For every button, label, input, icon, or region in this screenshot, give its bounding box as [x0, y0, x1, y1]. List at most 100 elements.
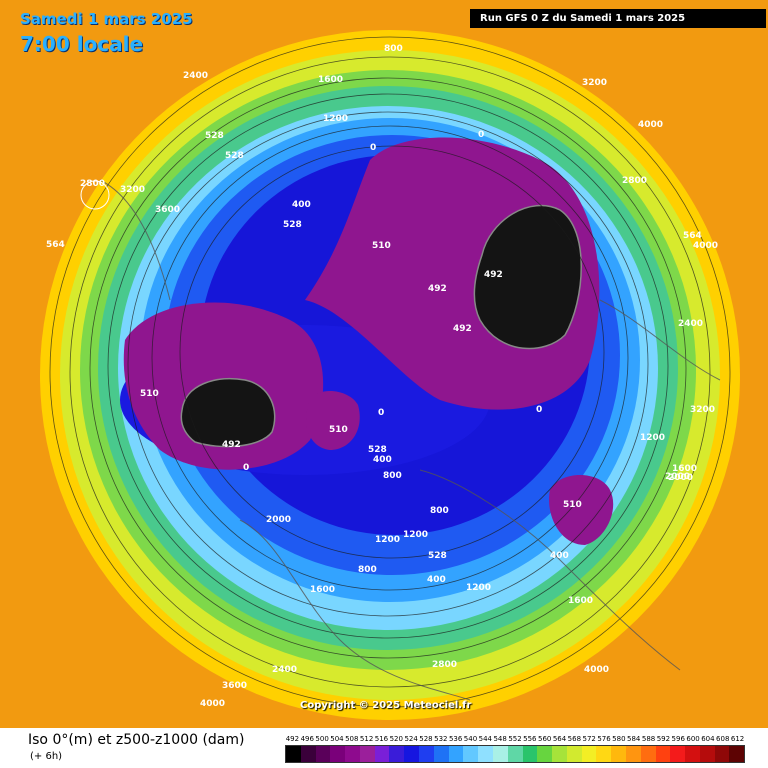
iso-label: 4000: [200, 699, 225, 709]
low-label: 492: [484, 270, 503, 280]
iso-label: 0: [536, 405, 542, 415]
legend-swatch: [640, 746, 656, 762]
legend-scale-label: 576: [597, 735, 611, 743]
legend-swatch: [596, 746, 612, 762]
legend-scale-label: 496: [300, 735, 314, 743]
iso-label: 400: [373, 455, 392, 465]
iso-label: 0: [370, 143, 376, 153]
iso-label: 400: [550, 551, 569, 561]
legend-scale-label: 588: [641, 735, 656, 743]
legend-swatch: [433, 746, 449, 762]
thickness-label: 510: [329, 425, 348, 435]
iso-label: 0: [478, 130, 484, 140]
iso-label: 4000: [693, 241, 718, 251]
legend-swatch: [448, 746, 464, 762]
legend-scale-label: 504: [330, 735, 344, 743]
legend-scale-label: 536: [448, 735, 463, 743]
contour-lines: [49, 36, 731, 708]
thickness-label: 528: [205, 131, 224, 141]
iso-label: 800: [358, 565, 377, 575]
legend-scale-label: 492: [285, 735, 300, 743]
run-info-banner: Run GFS 0 Z du Samedi 1 mars 2025: [470, 9, 766, 28]
iso-label: 3200: [582, 78, 607, 88]
legend-scale-label: 500: [315, 735, 329, 743]
legend-swatch: [507, 746, 523, 762]
legend-scale-label: 580: [612, 735, 626, 743]
legend-scale-label: 600: [686, 735, 700, 743]
low-label: 492: [428, 284, 447, 294]
legend-scale-label: 552: [508, 735, 522, 743]
legend-swatch: [404, 746, 420, 762]
forecast-date: Samedi 1 mars 2025: [20, 10, 193, 28]
legend-swatch: [300, 746, 316, 762]
thickness-label: 528: [225, 151, 244, 161]
iso-label: 2400: [272, 665, 297, 675]
legend-swatch: [611, 746, 626, 762]
map-svg: 492 492 492 492 510 510 510 510 528 528 …: [40, 30, 740, 720]
legend-scale-label: 544: [478, 735, 492, 743]
legend-swatch: [581, 746, 597, 762]
iso-label: 400: [292, 200, 311, 210]
iso-label: 800: [430, 506, 449, 516]
legend-scale-labels: 492 496 500 504 508 512 516 520 524 528 532 536 540 5…: [285, 735, 745, 745]
thickness-label: 510: [372, 241, 391, 251]
trough-small: [306, 390, 360, 450]
iso-label: 1200: [323, 114, 348, 124]
legend-swatch: [655, 746, 671, 762]
legend-swatch: [419, 746, 434, 762]
iso-label: 0: [243, 463, 249, 473]
legend-swatch: [552, 746, 567, 762]
iso-label: 1200: [466, 583, 491, 593]
legend-color-bar: [285, 745, 745, 763]
iso-label: 2000: [668, 473, 693, 483]
iso-label: 4000: [638, 120, 663, 130]
iso-label: 2800: [80, 179, 105, 189]
legend-title: Iso 0°(m) et z500-z1000 (dam): [28, 732, 245, 748]
legend-swatch: [670, 746, 686, 762]
iso-label: 1600: [310, 585, 335, 595]
legend-scale-label: 512: [359, 735, 374, 743]
iso-label: 564: [46, 240, 65, 250]
legend-swatch: [478, 746, 493, 762]
iso-label: 1200: [403, 530, 428, 540]
iso-label: 3600: [222, 681, 247, 691]
iso-label: 400: [427, 575, 446, 585]
thickness-label: 528: [283, 220, 302, 230]
legend-swatch: [389, 746, 405, 762]
iso-label: 3200: [690, 405, 715, 415]
iso-label: 1600: [672, 464, 697, 474]
legend-swatch: [714, 746, 730, 762]
iso-label: 800: [383, 471, 402, 481]
legend-swatch: [463, 746, 479, 762]
legend-scale-label: 572: [582, 735, 596, 743]
legend-swatch: [522, 746, 538, 762]
legend-scale-label: 524: [404, 735, 418, 743]
iso-label: 1600: [318, 75, 343, 85]
legend-swatch: [566, 746, 582, 762]
legend-swatch: [286, 746, 301, 762]
coastlines: [99, 179, 721, 701]
legend-swatch: [685, 746, 700, 762]
legend-scale-label: 604: [701, 735, 715, 743]
map-labels: 492 492 492 492 510 510 510 510 528 528 …: [46, 44, 718, 709]
copyright-notice: Copyright © 2025 Meteociel.fr: [300, 700, 472, 711]
legend-swatch: [625, 746, 641, 762]
legend-scale-label: 540: [463, 735, 478, 743]
iso-label: 2000: [665, 472, 690, 482]
thickness-label: 528: [368, 445, 387, 455]
low-core-north: [473, 204, 582, 350]
legend-scale-label: 608: [716, 735, 730, 743]
legend-swatch: [492, 746, 508, 762]
legend-scale-label: 516: [374, 735, 389, 743]
legend-scale-label: 556: [523, 735, 537, 743]
iso-label: 3600: [155, 205, 180, 215]
legend-swatch: [537, 746, 553, 762]
legend-scale-label: 596: [671, 735, 685, 743]
iso-label: 0: [378, 408, 384, 418]
legend-scale-label: 584: [627, 735, 641, 743]
legend-scale-label: 568: [567, 735, 582, 743]
thickness-label: 528: [428, 551, 447, 561]
iso-label: 1600: [568, 596, 593, 606]
low-label: 492: [222, 440, 241, 450]
iso-label: 2800: [432, 660, 457, 670]
